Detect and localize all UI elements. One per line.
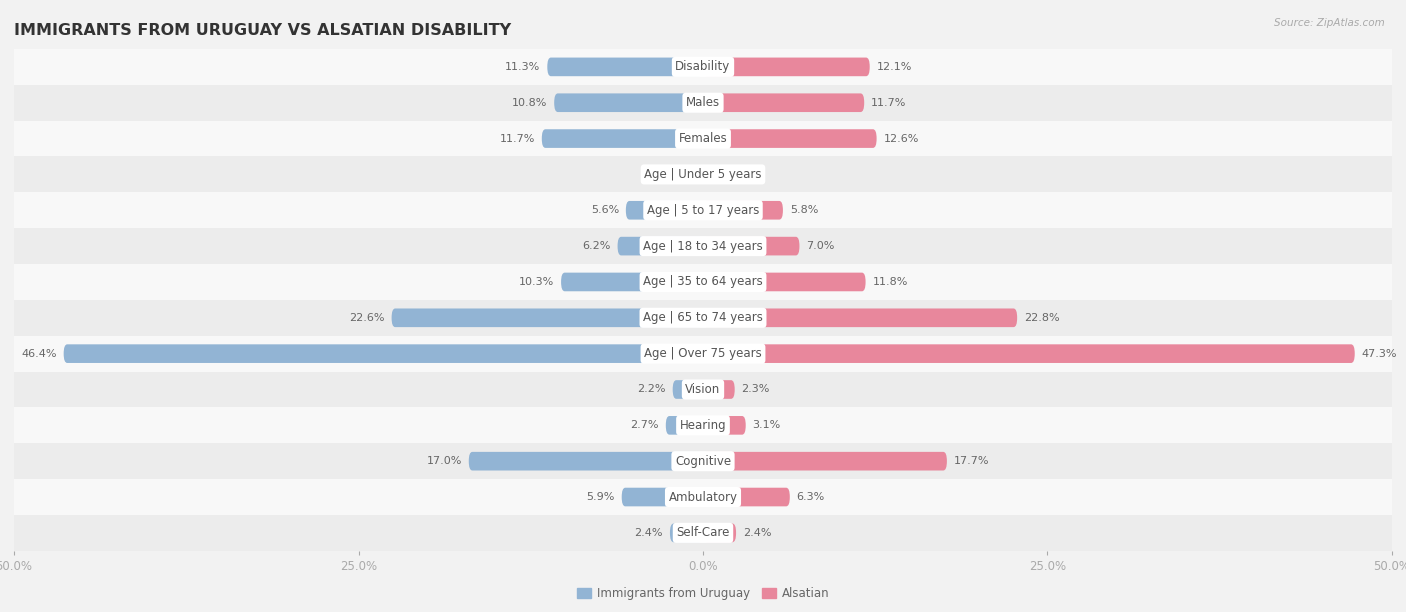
Text: 7.0%: 7.0%	[807, 241, 835, 251]
Text: Age | Over 75 years: Age | Over 75 years	[644, 347, 762, 360]
FancyBboxPatch shape	[703, 345, 1355, 363]
FancyBboxPatch shape	[666, 416, 703, 435]
Text: 12.6%: 12.6%	[883, 133, 920, 144]
Text: IMMIGRANTS FROM URUGUAY VS ALSATIAN DISABILITY: IMMIGRANTS FROM URUGUAY VS ALSATIAN DISA…	[14, 23, 512, 38]
Text: Disability: Disability	[675, 61, 731, 73]
Bar	[14, 515, 1392, 551]
Text: 1.2%: 1.2%	[651, 170, 679, 179]
Text: Vision: Vision	[685, 383, 721, 396]
FancyBboxPatch shape	[703, 272, 866, 291]
FancyBboxPatch shape	[669, 523, 703, 542]
Text: 2.4%: 2.4%	[742, 528, 772, 538]
Text: Age | 18 to 34 years: Age | 18 to 34 years	[643, 240, 763, 253]
Text: Age | 35 to 64 years: Age | 35 to 64 years	[643, 275, 763, 288]
FancyBboxPatch shape	[703, 452, 946, 471]
FancyBboxPatch shape	[468, 452, 703, 471]
Text: 2.2%: 2.2%	[637, 384, 666, 395]
Text: 3.1%: 3.1%	[752, 420, 780, 430]
Text: 22.6%: 22.6%	[349, 313, 385, 323]
Text: Age | 5 to 17 years: Age | 5 to 17 years	[647, 204, 759, 217]
Text: Age | 65 to 74 years: Age | 65 to 74 years	[643, 312, 763, 324]
Text: Ambulatory: Ambulatory	[668, 491, 738, 504]
Text: 12.1%: 12.1%	[876, 62, 912, 72]
Text: Source: ZipAtlas.com: Source: ZipAtlas.com	[1274, 18, 1385, 28]
Text: Cognitive: Cognitive	[675, 455, 731, 468]
FancyBboxPatch shape	[703, 416, 745, 435]
Text: 6.2%: 6.2%	[582, 241, 610, 251]
Bar	[14, 121, 1392, 157]
Bar	[14, 443, 1392, 479]
Text: 2.4%: 2.4%	[634, 528, 664, 538]
Text: 5.9%: 5.9%	[586, 492, 614, 502]
FancyBboxPatch shape	[561, 272, 703, 291]
FancyBboxPatch shape	[703, 237, 800, 255]
FancyBboxPatch shape	[703, 129, 876, 148]
Text: 11.7%: 11.7%	[872, 98, 907, 108]
Text: 22.8%: 22.8%	[1024, 313, 1060, 323]
FancyBboxPatch shape	[703, 165, 720, 184]
FancyBboxPatch shape	[703, 308, 1017, 327]
Legend: Immigrants from Uruguay, Alsatian: Immigrants from Uruguay, Alsatian	[572, 583, 834, 605]
FancyBboxPatch shape	[541, 129, 703, 148]
FancyBboxPatch shape	[621, 488, 703, 506]
FancyBboxPatch shape	[703, 488, 790, 506]
Text: 17.0%: 17.0%	[426, 456, 461, 466]
Text: Self-Care: Self-Care	[676, 526, 730, 539]
FancyBboxPatch shape	[703, 523, 737, 542]
Text: 5.6%: 5.6%	[591, 205, 619, 215]
Bar	[14, 192, 1392, 228]
Text: Males: Males	[686, 96, 720, 109]
FancyBboxPatch shape	[672, 380, 703, 399]
FancyBboxPatch shape	[626, 201, 703, 220]
Text: 17.7%: 17.7%	[953, 456, 990, 466]
Bar	[14, 479, 1392, 515]
Text: 1.2%: 1.2%	[727, 170, 755, 179]
FancyBboxPatch shape	[554, 94, 703, 112]
Text: 46.4%: 46.4%	[21, 349, 56, 359]
Text: Females: Females	[679, 132, 727, 145]
FancyBboxPatch shape	[686, 165, 703, 184]
Bar	[14, 157, 1392, 192]
Bar	[14, 300, 1392, 336]
Text: Hearing: Hearing	[679, 419, 727, 432]
FancyBboxPatch shape	[703, 380, 735, 399]
FancyBboxPatch shape	[703, 58, 870, 76]
FancyBboxPatch shape	[547, 58, 703, 76]
FancyBboxPatch shape	[703, 94, 865, 112]
Text: 6.3%: 6.3%	[797, 492, 825, 502]
FancyBboxPatch shape	[63, 345, 703, 363]
Bar	[14, 371, 1392, 408]
Text: 47.3%: 47.3%	[1361, 349, 1398, 359]
Text: 2.3%: 2.3%	[741, 384, 770, 395]
Text: 11.8%: 11.8%	[873, 277, 908, 287]
FancyBboxPatch shape	[392, 308, 703, 327]
Text: Age | Under 5 years: Age | Under 5 years	[644, 168, 762, 181]
Text: 11.3%: 11.3%	[505, 62, 540, 72]
Bar	[14, 85, 1392, 121]
Text: 2.7%: 2.7%	[630, 420, 659, 430]
FancyBboxPatch shape	[617, 237, 703, 255]
Bar	[14, 336, 1392, 371]
Bar	[14, 49, 1392, 85]
Bar	[14, 228, 1392, 264]
Text: 11.7%: 11.7%	[499, 133, 534, 144]
Bar	[14, 408, 1392, 443]
Text: 5.8%: 5.8%	[790, 205, 818, 215]
FancyBboxPatch shape	[703, 201, 783, 220]
Bar	[14, 264, 1392, 300]
Text: 10.3%: 10.3%	[519, 277, 554, 287]
Text: 10.8%: 10.8%	[512, 98, 547, 108]
